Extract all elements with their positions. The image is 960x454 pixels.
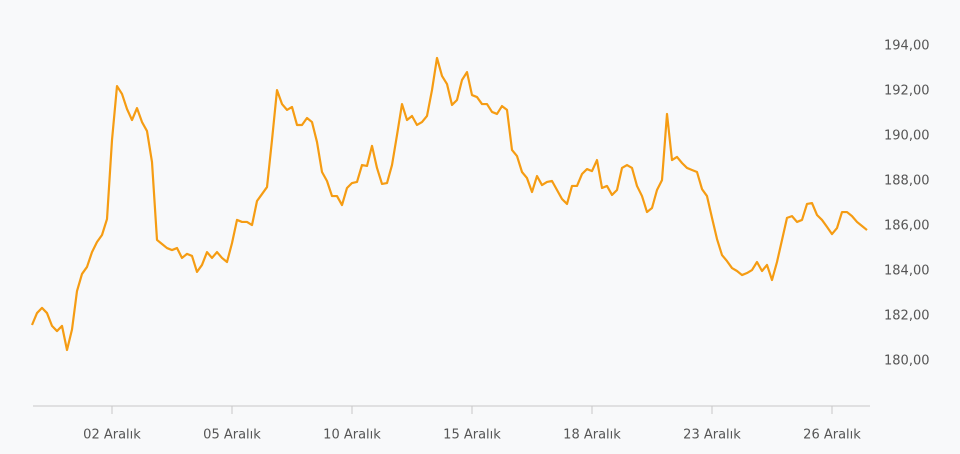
y-tick-label: 182,00: [884, 309, 930, 324]
y-tick-label: 186,00: [884, 219, 930, 234]
x-tick-label: 02 Aralık: [83, 428, 141, 443]
x-tick-label: 15 Aralık: [443, 428, 501, 443]
price-line: [30, 56, 868, 352]
y-tick-label: 192,00: [884, 84, 930, 99]
x-tick-label: 26 Aralık: [803, 428, 861, 443]
y-tick-label: 188,00: [884, 174, 930, 189]
y-tick-label: 194,00: [884, 39, 930, 54]
x-tick-label: 10 Aralık: [323, 428, 381, 443]
x-tick-label: 18 Aralık: [563, 428, 621, 443]
y-tick-label: 190,00: [884, 129, 930, 144]
x-tick-label: 23 Aralık: [683, 428, 741, 443]
x-tick-label: 05 Aralık: [203, 428, 261, 443]
y-tick-label: 184,00: [884, 264, 930, 279]
y-tick-label: 180,00: [884, 354, 930, 369]
